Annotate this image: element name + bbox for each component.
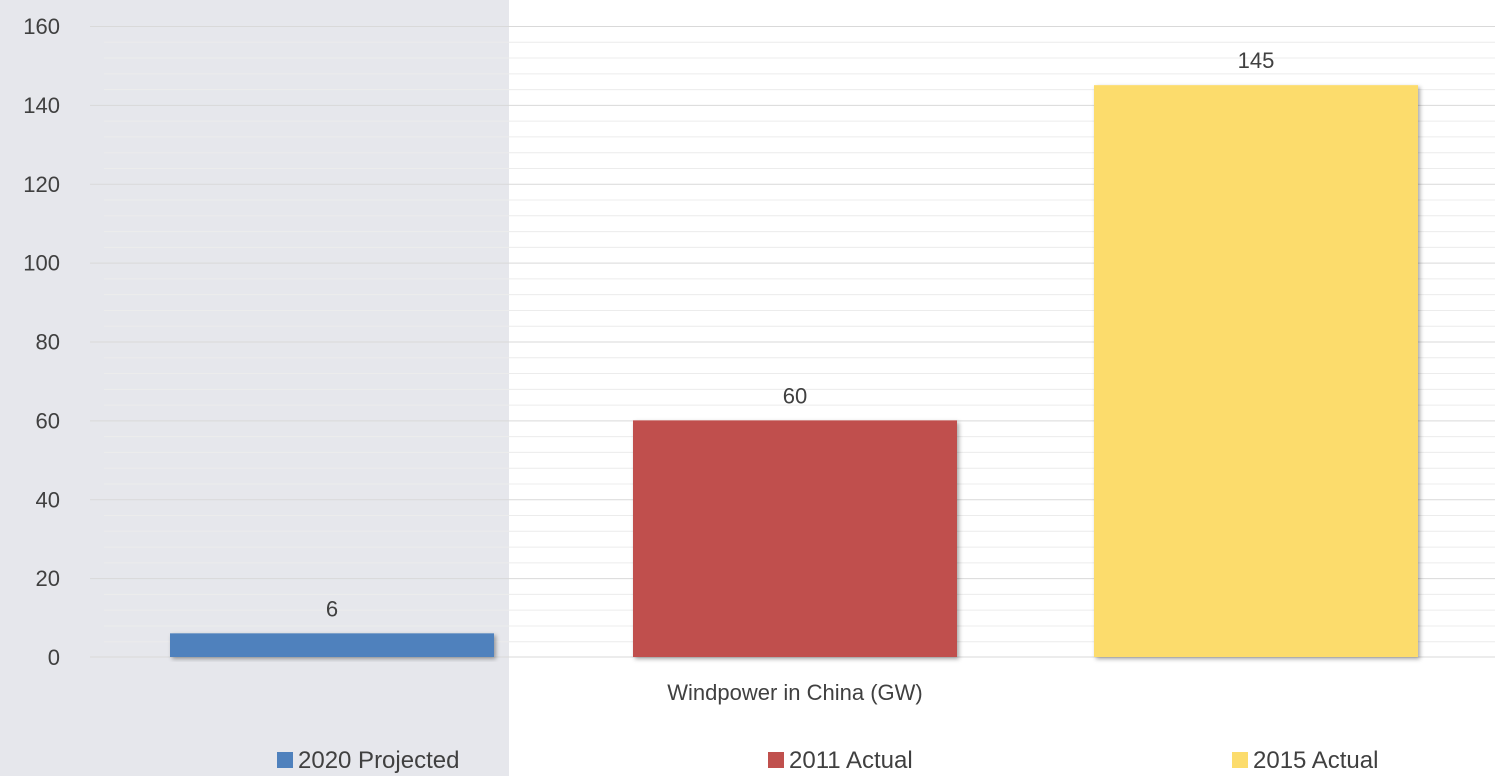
legend-label: 2011 Actual xyxy=(789,747,913,774)
bar xyxy=(1094,85,1418,657)
y-tick-label: 160 xyxy=(23,14,60,39)
legend-swatch xyxy=(277,752,293,768)
data-label: 6 xyxy=(326,596,338,621)
y-tick-label: 60 xyxy=(36,408,60,433)
data-label: 60 xyxy=(783,383,807,408)
legend-swatch xyxy=(1232,752,1248,768)
legend-swatch xyxy=(768,752,784,768)
data-labels: 6 60 145 xyxy=(326,48,1274,621)
bars xyxy=(170,85,1418,657)
legend-label: 2020 Projected xyxy=(298,747,459,774)
left-panel-background xyxy=(0,0,509,776)
y-tick-label: 120 xyxy=(23,172,60,197)
legend: 2020 Projected 2011 Actual 2015 Actual xyxy=(277,747,1378,774)
x-category-label: Windpower in China (GW) xyxy=(667,680,923,705)
y-tick-label: 80 xyxy=(36,330,60,355)
y-tick-label: 140 xyxy=(23,93,60,118)
y-axis-tick-labels: 0 20 40 60 80 100 120 140 160 xyxy=(23,14,60,670)
y-tick-label: 0 xyxy=(48,645,60,670)
bar xyxy=(170,633,494,657)
legend-label: 2015 Actual xyxy=(1253,747,1378,774)
y-tick-label: 40 xyxy=(36,487,60,512)
data-label: 145 xyxy=(1238,48,1275,73)
bar xyxy=(633,420,957,657)
y-tick-label: 100 xyxy=(23,251,60,276)
y-tick-label: 20 xyxy=(36,566,60,591)
